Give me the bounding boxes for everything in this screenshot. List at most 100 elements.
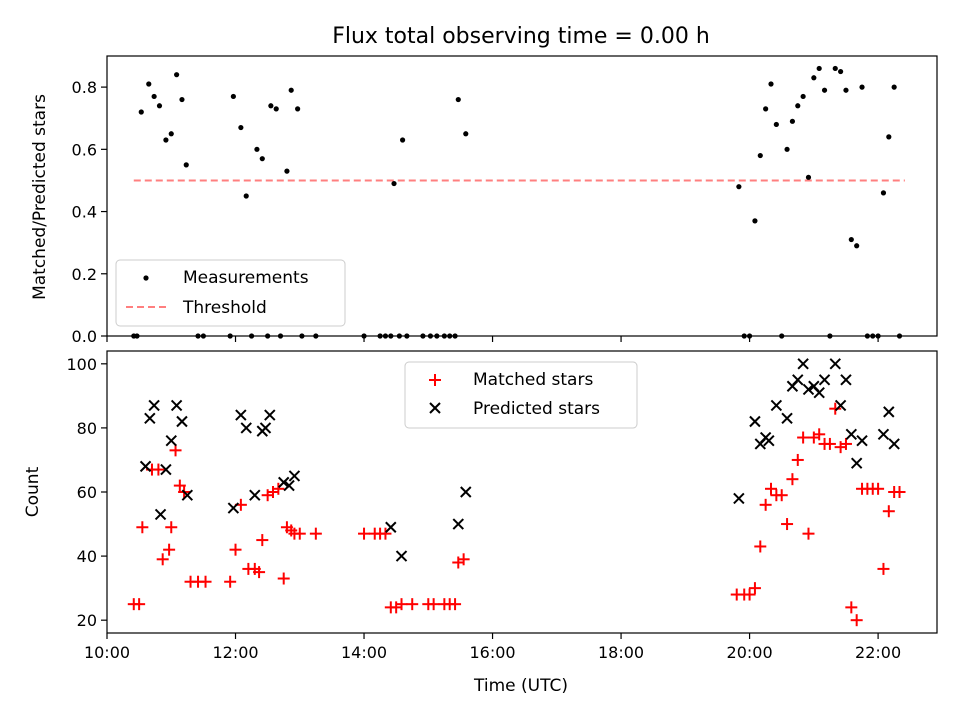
predicted-point <box>165 435 177 447</box>
matched-point <box>224 575 237 588</box>
chart-title: Flux total observing time = 0.00 h <box>332 24 710 49</box>
predicted-point <box>749 415 761 428</box>
measurement-point <box>243 193 249 199</box>
matched-point <box>256 534 269 547</box>
predicted-point <box>818 374 831 386</box>
predicted-point <box>856 435 868 447</box>
predicted-point <box>249 489 261 501</box>
matched-point <box>406 598 419 611</box>
measurement-point <box>284 168 290 174</box>
x-tick-label: 18:00 <box>598 643 644 662</box>
predicted-point <box>259 422 272 434</box>
legend-matched: Matched stars <box>473 370 593 390</box>
count-y-tick-label: 60 <box>77 483 97 502</box>
count-y-tick-label: 100 <box>66 355 97 374</box>
matched-point <box>791 453 804 466</box>
predicted-point <box>264 409 276 421</box>
matched-point <box>395 598 408 611</box>
matched-point <box>173 479 186 492</box>
matched-point <box>199 575 212 588</box>
measurement-point <box>146 81 152 87</box>
predicted-point <box>181 489 194 501</box>
matched-point <box>457 553 470 566</box>
predicted-point <box>278 476 290 489</box>
matched-point <box>813 428 826 441</box>
measurement-point <box>757 152 763 159</box>
count-y-tick-label: 80 <box>77 419 97 438</box>
measurement-point <box>838 68 844 75</box>
measurement-point <box>816 65 822 72</box>
predicted-point <box>227 502 240 514</box>
ratio-panel: Flux total observing time = 0.00 h 0.0 0.… <box>30 24 938 346</box>
predicted-point <box>770 399 783 412</box>
measurement-point <box>151 93 157 100</box>
measurement-point <box>763 106 769 112</box>
matched-point <box>877 562 890 575</box>
matched-point <box>872 482 885 495</box>
measurement-point <box>843 87 849 93</box>
legend-threshold: Threshold <box>182 298 267 318</box>
predicted-point <box>829 358 841 370</box>
measurement-point <box>854 243 860 249</box>
count-panel: 20 40 60 80 100 10:00 12:00 14:00 16:00 18:00 20:0… <box>23 350 938 696</box>
matched-point <box>748 582 761 595</box>
legend-predicted-marker <box>429 402 441 414</box>
measurement-point <box>752 218 758 224</box>
matched-point <box>253 566 266 579</box>
predicted-point <box>850 457 863 469</box>
measurement-point <box>138 109 144 115</box>
measurement-point <box>163 137 169 143</box>
predicted-point <box>802 383 815 396</box>
predicted-point <box>763 435 775 447</box>
matched-point <box>797 431 810 444</box>
legend-predicted: Predicted stars <box>473 399 600 419</box>
count-legend: Matched stars Predicted stars <box>404 361 638 429</box>
matched-point <box>163 543 176 556</box>
matched-point <box>229 543 242 556</box>
measurement-point <box>789 118 796 124</box>
matched-point <box>850 614 863 627</box>
count-y-tick-label: 20 <box>77 611 97 630</box>
measurement-point <box>821 87 828 93</box>
measurement-point <box>455 96 461 103</box>
matched-point <box>272 482 285 495</box>
matched-point <box>152 463 165 476</box>
predicted-point <box>385 521 397 533</box>
legend-measurement-marker <box>143 275 149 281</box>
ratio-y-axis-label: Matched/Predicted stars <box>30 94 50 300</box>
predicted-point <box>877 428 890 441</box>
measurement-point <box>230 93 236 100</box>
predicted-point <box>845 428 858 441</box>
predicted-point <box>883 406 895 418</box>
ratio-y-tick-label: 0.8 <box>72 78 97 97</box>
legend-matched-marker <box>429 374 441 386</box>
predicted-point <box>170 399 183 412</box>
matched-point <box>165 521 178 534</box>
measurement-point <box>886 134 892 140</box>
matched-point <box>277 572 290 585</box>
measurement-point <box>273 106 279 112</box>
predicted-point <box>154 508 167 521</box>
ratio-y-tick-label: 0.2 <box>72 265 97 284</box>
ratio-y-tick-label: 0.6 <box>72 140 97 159</box>
matched-point <box>839 437 852 450</box>
measurement-point <box>859 84 865 90</box>
x-tick-label: 16:00 <box>469 643 515 662</box>
legend-measurements: Measurements <box>183 268 309 288</box>
predicted-point <box>395 550 408 562</box>
measurement-point <box>880 190 887 196</box>
measurement-point <box>268 103 274 109</box>
measurement-point <box>238 124 244 131</box>
measurement-point <box>156 103 163 109</box>
measurement-point <box>183 162 189 168</box>
predicted-point <box>160 463 172 476</box>
measurement-point <box>800 93 806 100</box>
x-tick-label: 10:00 <box>84 643 130 662</box>
matched-point <box>427 598 440 611</box>
measurement-point <box>463 131 469 137</box>
matched-point <box>754 540 767 553</box>
predicted-point <box>813 386 825 399</box>
ratio-y-tick-label: 0.4 <box>72 203 97 222</box>
predicted-point <box>288 470 301 482</box>
measurement-point <box>832 65 838 72</box>
